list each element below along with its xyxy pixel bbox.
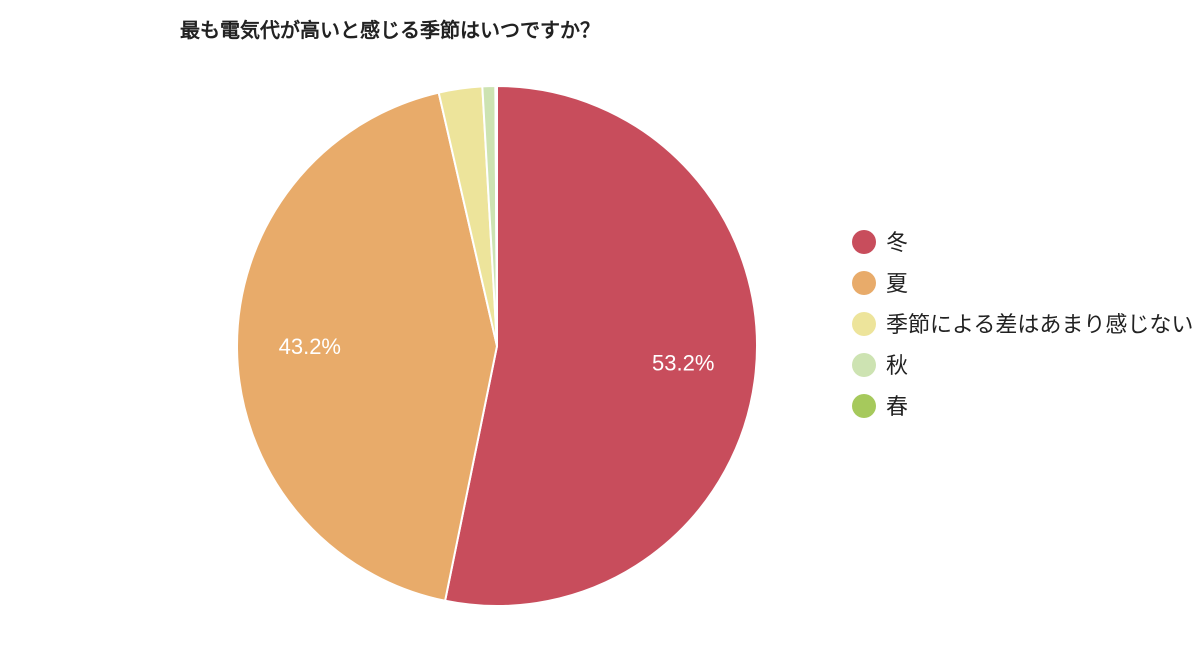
legend-swatch	[852, 394, 876, 418]
legend-label: 秋	[886, 354, 909, 379]
legend-swatch	[852, 312, 876, 336]
legend-label: 夏	[886, 272, 909, 297]
legend-item: 夏	[852, 269, 1200, 300]
legend-label: 春	[886, 395, 909, 420]
pie-slice	[494, 84, 498, 347]
legend-swatch	[852, 271, 876, 295]
slice-data-label: 43.2%	[279, 334, 341, 359]
legend-item: 季節による差はあまり感じない	[852, 310, 1200, 341]
legend-item: 冬	[852, 228, 1200, 259]
pie-chart: 53.2% 43.2%	[236, 84, 758, 607]
legend-item: 秋	[852, 351, 1200, 382]
legend-item: 春	[852, 392, 1200, 423]
slice-data-label: 53.2%	[652, 351, 714, 376]
chart-title: 最も電気代が高いと感じる季節はいつですか？	[180, 18, 600, 42]
legend-label: 季節による差はあまり感じない	[886, 313, 1194, 338]
legend-swatch	[852, 353, 876, 377]
legend: 冬夏季節による差はあまり感じない秋春	[852, 228, 1200, 433]
legend-label: 冬	[886, 231, 909, 256]
legend-swatch	[852, 230, 876, 254]
pie-slice	[236, 91, 499, 602]
pie-slice	[443, 84, 758, 607]
